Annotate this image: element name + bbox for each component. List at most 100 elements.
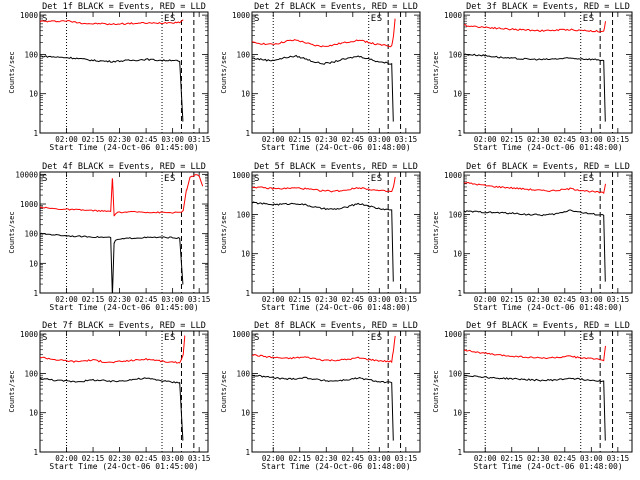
y-tick-label: 1 xyxy=(33,129,38,138)
y-tick-label: 1000 xyxy=(232,171,251,180)
y-tick-label: 10 xyxy=(453,250,463,259)
plot-frame xyxy=(463,11,633,134)
segment-marker-e: E xyxy=(371,14,376,24)
y-tick-label: 1 xyxy=(245,448,250,457)
x-tick-label: 02:30 xyxy=(315,135,338,144)
x-tick-label: 03:00 xyxy=(580,295,603,304)
x-tick-label: 02:30 xyxy=(315,295,338,304)
segment-marker-s: S xyxy=(254,14,259,24)
x-axis-label: Start Time (24-Oct-06 01:48:00) xyxy=(261,462,410,471)
x-tick-label: 02:15 xyxy=(500,454,523,463)
y-axis-label: Counts/sec xyxy=(432,370,440,412)
x-tick-label: 03:00 xyxy=(161,295,184,304)
y-tick-label: 100 xyxy=(24,369,38,378)
x-tick-label: 02:00 xyxy=(262,135,285,144)
x-tick-label: 02:15 xyxy=(500,295,523,304)
y-tick-label: 10 xyxy=(241,90,251,99)
chart-title: Det 3f BLACK = Events, RED = LLD xyxy=(466,2,630,12)
chart-title: Det 1f BLACK = Events, RED = LLD xyxy=(42,2,206,12)
x-axis-label: Start Time (24-Oct-06 01:45:00) xyxy=(49,303,198,312)
x-tick-label: 02:00 xyxy=(474,454,497,463)
x-axis-label: Start Time (24-Oct-06 01:45:00) xyxy=(49,143,198,152)
x-tick-label: 03:00 xyxy=(580,454,603,463)
chart-title: Det 5f BLACK = Events, RED = LLD xyxy=(254,162,418,172)
x-tick-label: 02:15 xyxy=(82,135,105,144)
segment-marker-e: E xyxy=(371,333,376,343)
chart-panel-8: Det 8f BLACK = Events, RED = LLD 1 10 100 10… xyxy=(220,321,421,471)
series-line-red xyxy=(251,335,396,364)
x-axis-label: Start Time (24-Oct-06 01:48:00) xyxy=(261,143,410,152)
x-tick-label: 03:15 xyxy=(395,454,418,463)
x-axis-label: Start Time (24-Oct-06 01:48:00) xyxy=(473,462,622,471)
x-tick-label: 02:45 xyxy=(554,295,577,304)
y-tick-label: 100 xyxy=(448,50,462,59)
series-line-red xyxy=(39,174,204,217)
chart-title: Det 7f BLACK = Events, RED = LLD xyxy=(42,321,206,331)
x-tick-label: 02:15 xyxy=(82,454,105,463)
x-tick-label: 02:30 xyxy=(527,295,550,304)
segment-marker-e: E xyxy=(164,174,169,184)
y-tick-label: 100 xyxy=(236,50,250,59)
plot-frame xyxy=(39,171,209,294)
x-tick-label: 02:45 xyxy=(342,454,365,463)
series-line-red xyxy=(463,345,606,362)
x-tick-label: 02:00 xyxy=(474,295,497,304)
plot-frame xyxy=(463,330,633,453)
x-tick-label: 02:30 xyxy=(108,295,131,304)
segment-marker-s: S xyxy=(254,174,259,184)
segment-marker-s: S xyxy=(589,174,594,184)
chart-panel-4: Det 4f BLACK = Events, RED = LLD 1 10 100 10… xyxy=(8,162,210,312)
y-tick-label: 1000 xyxy=(20,330,39,339)
y-tick-label: 100 xyxy=(24,230,38,239)
y-tick-label: 10 xyxy=(453,409,463,418)
y-tick-label: 100 xyxy=(236,210,250,219)
x-tick-label: 02:45 xyxy=(135,454,158,463)
y-tick-label: 10 xyxy=(241,250,251,259)
segment-marker-s: S xyxy=(377,14,382,24)
x-tick-label: 02:00 xyxy=(474,135,497,144)
chart-title: Det 4f BLACK = Events, RED = LLD xyxy=(42,162,206,172)
segment-marker-s: S xyxy=(254,333,259,343)
x-tick-label: 03:00 xyxy=(368,454,391,463)
x-tick-label: 03:15 xyxy=(395,295,418,304)
chart-panel-1: Det 1f BLACK = Events, RED = LLD 1 10 100 10… xyxy=(8,2,210,152)
plot-frame xyxy=(251,330,421,453)
series-line-red xyxy=(251,176,396,193)
y-tick-label: 1000 xyxy=(232,11,251,20)
x-tick-label: 02:00 xyxy=(262,295,285,304)
segment-marker-e: E xyxy=(164,14,169,24)
segment-marker-s: S xyxy=(170,14,175,24)
series-line-black xyxy=(39,232,184,294)
y-tick-label: 1 xyxy=(457,289,462,298)
chart-panel-5: Det 5f BLACK = Events, RED = LLD 1 10 100 10… xyxy=(220,162,421,312)
series-line-black xyxy=(39,55,184,122)
x-tick-label: 02:45 xyxy=(342,295,365,304)
x-tick-label: 02:45 xyxy=(135,135,158,144)
plot-frame xyxy=(39,11,209,134)
segment-marker-e: E xyxy=(583,174,588,184)
x-tick-label: 02:15 xyxy=(500,135,523,144)
segment-marker-e: E xyxy=(164,333,169,343)
y-axis-label: Counts/sec xyxy=(432,51,440,93)
segment-marker-s: S xyxy=(170,174,175,184)
series-line-black xyxy=(463,209,606,282)
x-tick-label: 02:45 xyxy=(342,135,365,144)
segment-marker-s: S xyxy=(377,174,382,184)
y-axis-label: Counts/sec xyxy=(220,370,228,412)
x-tick-label: 03:15 xyxy=(607,454,630,463)
segment-marker-s: S xyxy=(42,333,47,343)
series-line-black xyxy=(463,374,606,441)
y-tick-label: 1000 xyxy=(20,200,39,209)
x-tick-label: 03:15 xyxy=(607,295,630,304)
x-tick-label: 02:15 xyxy=(82,295,105,304)
x-tick-label: 02:00 xyxy=(55,454,78,463)
y-axis-label: Counts/sec xyxy=(8,370,16,412)
x-tick-label: 02:45 xyxy=(554,135,577,144)
y-tick-label: 1 xyxy=(457,129,462,138)
y-tick-label: 10 xyxy=(453,90,463,99)
x-tick-label: 02:15 xyxy=(288,454,311,463)
y-tick-label: 1000 xyxy=(444,11,463,20)
y-axis-label: Counts/sec xyxy=(8,51,16,93)
plot-frame xyxy=(251,11,421,134)
